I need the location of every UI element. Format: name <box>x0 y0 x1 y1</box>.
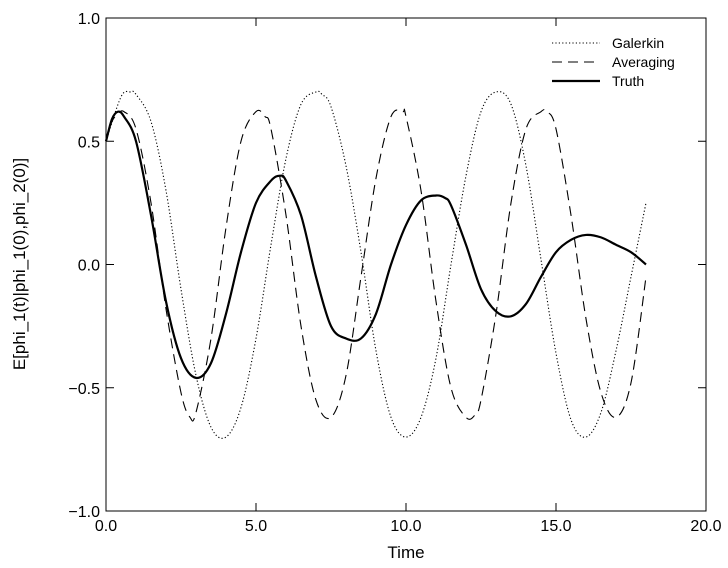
y-tick-label: 0.5 <box>78 134 100 151</box>
y-tick-label: −1.0 <box>68 504 100 521</box>
y-tick-label: −0.5 <box>68 381 100 398</box>
legend-label-averaging: Averaging <box>612 54 675 70</box>
x-tick-label: 10.0 <box>390 518 421 535</box>
legend-label-truth: Truth <box>612 73 644 89</box>
legend: Galerkin Averaging Truth <box>552 35 675 89</box>
series-lines <box>104 90 647 439</box>
x-axis-title: Time <box>387 543 424 562</box>
legend-label-galerkin: Galerkin <box>612 35 664 51</box>
series-line-averaging <box>105 108 647 422</box>
x-tick-label: 5.0 <box>245 518 267 535</box>
series-line-truth <box>104 110 647 380</box>
x-axis-ticks: 0.0 5.0 10.0 15.0 20.0 <box>95 18 722 535</box>
y-axis-title: E[phi_1(t)|phi_1(0),phi_2(0)] <box>10 158 29 370</box>
x-tick-label: 20.0 <box>690 518 721 535</box>
x-tick-label: 0.0 <box>95 518 117 535</box>
y-axis-ticks: −1.0 −0.5 0.0 0.5 1.0 <box>68 11 706 521</box>
y-tick-label: 0.0 <box>78 258 100 275</box>
plot-frame <box>105 17 707 512</box>
x-tick-label: 15.0 <box>540 518 571 535</box>
series-line-galerkin <box>105 90 647 439</box>
y-tick-label: 1.0 <box>78 11 100 28</box>
